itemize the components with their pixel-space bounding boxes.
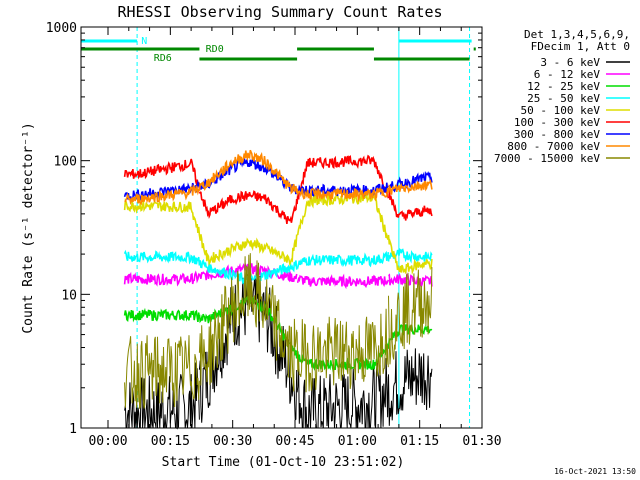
series-800-7000-kev-segment-2 <box>198 149 298 195</box>
state-label-rd6: RD6 <box>154 53 172 64</box>
series-6-12-kev-segment-2 <box>198 262 298 283</box>
y-tick-label-1000: 1000 <box>46 21 77 36</box>
series-7000-15000-kev <box>124 253 433 409</box>
series-25-50-kev-segment-2 <box>199 258 298 286</box>
series-6-12-kev-segment-3 <box>297 273 390 290</box>
series-50-100-kev <box>123 191 433 276</box>
series-300-800-kev-segment-1 <box>123 179 201 202</box>
series-800-7000-kev <box>124 149 433 206</box>
x-tick-label-0: 00:00 <box>88 434 127 449</box>
state-label-n: N <box>141 36 147 47</box>
x-tick-label-5: 01:15 <box>400 434 439 449</box>
series-6-12-kev-segment-1 <box>123 270 201 287</box>
series-100-300-kev-segment-2 <box>198 190 298 225</box>
series-300-800-kev-segment-2 <box>199 158 298 195</box>
x-tick-label-2: 00:30 <box>213 434 252 449</box>
legend-label-12-25-kev: 12 - 25 keV <box>527 80 600 93</box>
series-100-300-kev <box>123 154 433 225</box>
legend-label-7000-15000-kev: 7000 - 15000 keV <box>494 152 600 165</box>
y-tick-label-10: 10 <box>61 288 77 303</box>
y-tick-label-100: 100 <box>54 155 77 170</box>
legend-label-300-800-kev: 300 - 800 keV <box>514 128 600 141</box>
y-axis-label: Count Rate (s⁻¹ detector⁻¹) <box>21 122 36 333</box>
x-tick-label-4: 01:00 <box>338 434 377 449</box>
timestamp: 16-Oct-2021 13:50 <box>554 467 636 476</box>
series-7000-15000-kev-segment-3 <box>296 308 389 393</box>
legend-title-line-1: Det 1,3,4,5,6,9, <box>524 28 630 41</box>
series-25-50-kev-segment-3 <box>296 250 390 270</box>
plot-frame <box>80 26 483 429</box>
series-50-100-kev-segment-3 <box>296 191 389 241</box>
series-800-7000-kev-segment-4 <box>387 178 433 195</box>
series-100-300-kev-segment-3 <box>296 154 390 205</box>
state-label-rd0: RD0 <box>206 44 224 55</box>
series-100-300-kev-segment-4 <box>387 189 433 221</box>
legend-label-800-7000-kev: 800 - 7000 keV <box>507 140 600 153</box>
series-6-12-kev-segment-4 <box>387 272 433 287</box>
series-50-100-kev-segment-2 <box>198 234 298 267</box>
x-axis-label: Start Time (01-Oct-10 23:51:02) <box>162 455 405 470</box>
series-50-100-kev-segment-4 <box>387 234 433 276</box>
x-tick-label-3: 00:45 <box>275 434 314 449</box>
legend-label-3-6-kev: 3 - 6 keV <box>540 56 600 69</box>
legend-label-100-300-kev: 100 - 300 keV <box>514 116 600 129</box>
series-25-50-kev-segment-1 <box>123 249 201 266</box>
series-50-100-kev-segment-1 <box>123 198 201 236</box>
series-12-25-kev-segment-1 <box>123 307 200 323</box>
legend: Det 1,3,4,5,6,9, FDecim 1, Att 0 3 - 6 k… <box>494 28 630 165</box>
x-tick-label-1: 00:15 <box>151 434 190 449</box>
legend-label-6-12-kev: 6 - 12 keV <box>534 68 601 81</box>
series-800-7000-kev-segment-3 <box>296 186 389 203</box>
series-6-12-kev <box>123 262 433 290</box>
legend-label-50-100-kev: 50 - 100 keV <box>521 104 601 117</box>
series-7000-15000-kev-segment-1 <box>124 335 200 409</box>
y-tick-label-1: 1 <box>69 422 77 437</box>
chart-title: RHESSI Observing Summary Count Rates <box>117 3 442 21</box>
series-3-6-kev-segment-4 <box>388 348 433 426</box>
series-7000-15000-kev-segment-2 <box>198 253 298 392</box>
series-7000-15000-kev-segment-4 <box>388 267 433 365</box>
legend-title-line-2: FDecim 1, Att 0 <box>531 40 630 53</box>
x-tick-label-6: 01:30 <box>462 434 501 449</box>
series-100-300-kev-segment-1 <box>123 158 201 190</box>
series-800-7000-kev-segment-1 <box>124 183 201 206</box>
series-3-6-kev-segment-1 <box>124 362 200 430</box>
legend-label-25-50-kev: 25 - 50 keV <box>527 92 600 105</box>
plot-area: N RD0 RD6 1 10 100 1000 00:00 00:15 00:30 00:45 01:… <box>46 21 502 449</box>
